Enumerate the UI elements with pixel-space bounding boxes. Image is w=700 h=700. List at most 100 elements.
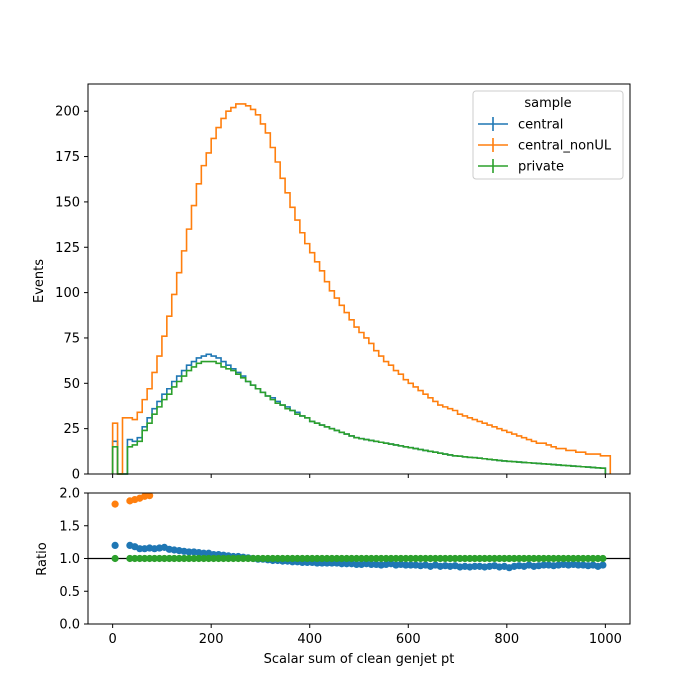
ratio-point-private bbox=[279, 554, 287, 563]
ratio-point-private bbox=[535, 554, 543, 563]
x-tick-label: 400 bbox=[297, 632, 322, 647]
ratio-point-private bbox=[481, 554, 489, 563]
main-y-tick-label: 75 bbox=[63, 331, 80, 346]
ratio-point-private bbox=[333, 554, 341, 563]
ratio-point-private bbox=[308, 554, 316, 563]
ratio-point-private bbox=[500, 554, 508, 563]
main-y-tick-label: 0 bbox=[72, 468, 80, 483]
ratio-point-private bbox=[210, 554, 218, 563]
ratio-point-private bbox=[471, 554, 479, 563]
ratio-point-private bbox=[357, 554, 366, 563]
ratio-point-private bbox=[569, 554, 577, 563]
ratio-point-private bbox=[416, 554, 425, 563]
ratio-point-private bbox=[352, 554, 361, 563]
ratio-point-private bbox=[550, 554, 558, 563]
ratio-point-private bbox=[141, 554, 149, 563]
main-y-tick-label: 25 bbox=[63, 422, 80, 437]
ratio-point-private bbox=[540, 554, 548, 563]
ratio-point-private bbox=[269, 554, 277, 563]
ratio-point-private bbox=[559, 554, 568, 563]
x-tick-label: 1000 bbox=[589, 632, 622, 647]
ratio-x-axis: 0 200 400 600 800 1000 bbox=[108, 624, 622, 647]
ratio-point-private bbox=[348, 554, 356, 563]
ratio-point-private bbox=[249, 554, 257, 563]
ratio-point-private bbox=[283, 554, 292, 563]
ratio-point-private bbox=[205, 554, 213, 563]
ratio-point-central bbox=[136, 545, 144, 553]
ratio-point-private bbox=[136, 554, 144, 563]
main-y-tick-label: 50 bbox=[63, 377, 80, 392]
legend-box bbox=[472, 90, 624, 180]
ratio-point-private bbox=[392, 554, 400, 563]
ratio-point-private bbox=[377, 554, 385, 563]
ratio-point-private bbox=[485, 554, 494, 563]
main-x-ticks bbox=[112, 474, 606, 478]
ratio-point-central bbox=[599, 561, 607, 569]
ratio-point-private bbox=[461, 554, 469, 563]
ratio-point-private bbox=[436, 554, 444, 563]
ratio-point-private bbox=[155, 554, 164, 563]
legend-entry-private: private bbox=[478, 159, 564, 175]
x-tick-label: 600 bbox=[396, 632, 421, 647]
ratio-point-private bbox=[456, 554, 464, 563]
ratio-point-private bbox=[244, 554, 252, 563]
ratio-point-private bbox=[367, 554, 375, 563]
ratio-point-central bbox=[402, 561, 410, 569]
ratio-point-private bbox=[111, 554, 119, 563]
ratio-point-private bbox=[382, 554, 390, 563]
ratio-point-private bbox=[407, 554, 415, 563]
ratio-y-axis-title: Ratio bbox=[35, 542, 50, 575]
legend-entry-central-nonUL: central_nonUL bbox=[478, 138, 612, 154]
ratio-point-private bbox=[589, 554, 597, 563]
ratio-point-private bbox=[165, 554, 173, 563]
legend-title: sample bbox=[524, 96, 571, 111]
ratio-point-private bbox=[441, 554, 449, 563]
ratio-point-private bbox=[234, 554, 242, 563]
ratio-point-central bbox=[200, 549, 208, 557]
histogram-central-nonUL bbox=[111, 103, 612, 475]
ratio-point-private bbox=[505, 554, 513, 563]
ratio-point-private bbox=[303, 554, 311, 563]
ratio-point-private bbox=[180, 554, 188, 563]
x-axis-title: Scalar sum of clean genjet pt bbox=[264, 652, 455, 667]
ratio-point-private bbox=[412, 554, 420, 563]
legend-label: central_nonUL bbox=[518, 139, 612, 154]
main-y-tick-label: 125 bbox=[55, 241, 80, 256]
ratio-point-private bbox=[402, 554, 410, 563]
ratio-point-private bbox=[525, 554, 533, 563]
main-y-tick-label: 100 bbox=[55, 286, 80, 301]
ratio-point-private bbox=[288, 554, 297, 563]
ratio-y-tick-label: 0.0 bbox=[59, 618, 80, 633]
ratio-point-private bbox=[362, 554, 370, 563]
ratio-point-private bbox=[224, 554, 233, 563]
ratio-point-private bbox=[451, 554, 459, 563]
ratio-point-private bbox=[274, 554, 282, 563]
ratio-y-tick-label: 1.0 bbox=[59, 552, 80, 567]
ratio-point-central bbox=[338, 560, 346, 568]
ratio-point-private bbox=[298, 554, 306, 563]
x-tick-label: 200 bbox=[199, 632, 224, 647]
ratio-point-private bbox=[293, 554, 302, 563]
ratio-point-private bbox=[254, 554, 262, 563]
main-y-axis-title: Events bbox=[32, 259, 47, 303]
x-tick-label: 800 bbox=[494, 632, 519, 647]
ratio-point-private bbox=[446, 554, 454, 563]
main-plot-frame bbox=[87, 83, 631, 475]
ratio-point-private bbox=[545, 554, 553, 563]
ratio-point-private bbox=[313, 554, 321, 563]
ratio-point-private bbox=[490, 554, 499, 563]
ratio-point-private bbox=[190, 554, 198, 563]
ratio-point-private bbox=[372, 554, 380, 563]
ratio-point-private bbox=[594, 554, 602, 563]
ratio-point-private bbox=[476, 554, 484, 563]
legend-label: private bbox=[518, 160, 564, 175]
x-tick-label: 0 bbox=[108, 632, 116, 647]
ratio-point-private bbox=[574, 554, 582, 563]
ratio-point-private bbox=[200, 554, 208, 563]
ratio-point-private bbox=[131, 554, 139, 563]
ratio-point-private bbox=[599, 554, 607, 563]
ratio-point-private bbox=[397, 554, 405, 563]
ratio-y-axis: 0.0 0.5 1.0 1.5 2.0 bbox=[59, 487, 88, 633]
ratio-point-private bbox=[170, 554, 178, 563]
